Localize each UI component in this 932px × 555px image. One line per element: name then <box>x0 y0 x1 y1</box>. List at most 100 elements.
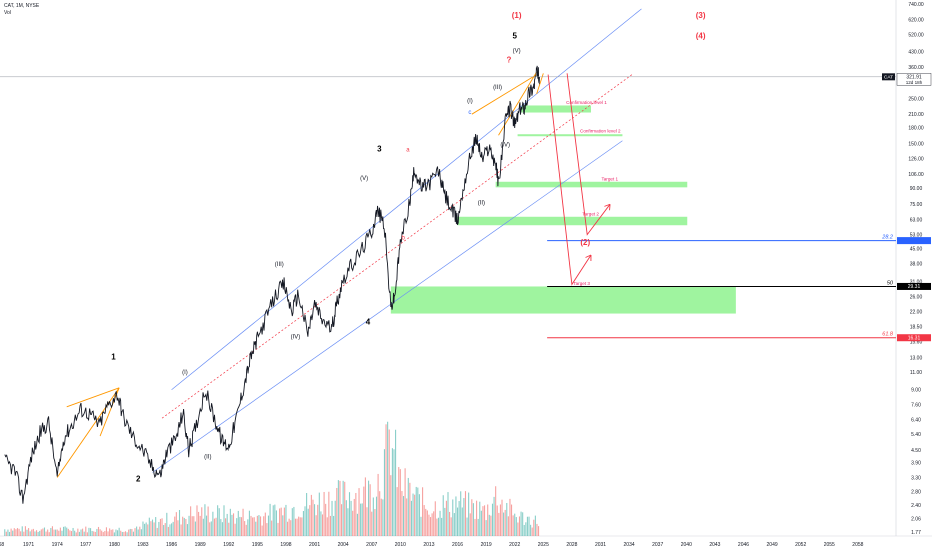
volume-bar <box>70 531 73 536</box>
volume-bar <box>7 529 9 536</box>
wave-label: (1) <box>512 11 522 20</box>
y-tick-label: 150.00 <box>908 141 924 147</box>
volume-bar <box>469 513 471 536</box>
volume-bar <box>191 516 193 536</box>
volume-bar <box>93 531 95 536</box>
wave-label: 5 <box>512 31 517 40</box>
volume-bar <box>39 530 41 536</box>
volume-bar <box>495 486 497 536</box>
volume-bar <box>129 528 131 536</box>
y-tick-label: 75.00 <box>910 202 923 208</box>
volume-bar <box>132 531 134 536</box>
y-tick-label: 15.60 <box>910 339 923 345</box>
volume-bar <box>503 512 505 536</box>
volume-bar <box>61 530 63 536</box>
volume-bar <box>526 516 528 536</box>
volume-bar <box>299 517 301 536</box>
wave-label: 4 <box>366 317 371 326</box>
volume-bar <box>202 518 204 536</box>
volume-bar <box>491 503 494 536</box>
volume-bar <box>347 508 349 536</box>
volume-bar <box>414 494 416 536</box>
volume-bar <box>312 499 314 536</box>
volume-bar <box>315 515 317 536</box>
y-tick-label: 106.00 <box>908 172 924 178</box>
volume-bar <box>385 424 387 536</box>
volume-bar <box>158 521 160 536</box>
volume-bar <box>449 511 451 536</box>
volume-bar <box>67 528 69 536</box>
volume-bar <box>280 507 282 536</box>
volume-bar <box>56 529 58 536</box>
volume-bar <box>117 530 119 536</box>
volume-bar <box>167 526 169 536</box>
volume-bar <box>321 514 324 536</box>
volume-bar <box>269 503 271 536</box>
wave-label: a <box>406 148 410 154</box>
volume-bar <box>175 512 177 536</box>
volume-bar <box>307 508 309 536</box>
volume-bar <box>412 493 414 536</box>
zone-label: Target 3 <box>573 281 590 286</box>
volume-bar <box>194 521 196 536</box>
x-tick-label: 2022 <box>509 542 520 548</box>
volume-bar <box>18 528 20 536</box>
volume-bar <box>43 527 46 536</box>
projection-arrowhead <box>585 254 592 261</box>
volume-bar <box>223 505 225 536</box>
volume-bar <box>496 505 498 536</box>
volume-bar <box>242 508 244 536</box>
volume-bar <box>275 510 277 536</box>
volume-bar <box>399 469 401 536</box>
volume-bar <box>45 531 47 536</box>
volume-bar <box>236 518 238 536</box>
volume-bar <box>193 516 195 536</box>
volume-bar <box>271 520 273 536</box>
volume-bar <box>426 510 428 536</box>
volume-bar <box>101 530 103 536</box>
volume-bar <box>163 525 165 536</box>
volume-bar <box>286 521 289 536</box>
volume-bar <box>53 529 55 536</box>
zone-label: Target 2 <box>582 211 599 216</box>
volume-bar <box>171 523 173 536</box>
volume-bar <box>24 526 26 536</box>
x-tick-label: 2001 <box>309 542 320 548</box>
volume-bar <box>97 526 100 536</box>
price-tag <box>897 282 931 290</box>
volume-bar <box>464 491 467 536</box>
volume-bar <box>112 529 114 536</box>
volume-bar <box>255 521 257 536</box>
volume-bar <box>8 531 11 536</box>
volume-bar <box>402 496 405 536</box>
y-tick-label: 250.00 <box>908 97 924 103</box>
x-tick-label: 968 <box>0 542 4 548</box>
volume-bar <box>418 494 420 536</box>
volume-bar <box>323 491 325 536</box>
x-tick-label: 1995 <box>252 542 263 548</box>
volume-bar <box>368 480 370 536</box>
volume-bar <box>445 500 447 536</box>
volume-bar <box>26 529 28 536</box>
chart-header: CAT, 1M, NYSE Vol <box>4 3 39 17</box>
volume-bar <box>387 421 389 536</box>
volume-bar <box>404 468 406 536</box>
x-tick-label: 2019 <box>481 542 492 548</box>
volume-bar <box>248 510 250 536</box>
volume-bar <box>461 507 463 536</box>
volume-bar <box>482 506 484 536</box>
volume-bar <box>274 504 276 536</box>
volume-bar <box>134 528 136 536</box>
volume-bar <box>374 509 376 536</box>
volume-bar <box>153 522 155 536</box>
volume-bar <box>423 505 425 536</box>
volume-bar <box>131 529 133 536</box>
volume-bar <box>126 532 128 536</box>
volume-bar <box>5 531 7 536</box>
wave-label: ? <box>507 55 512 64</box>
volume-bar <box>15 529 17 536</box>
volume-bar <box>476 500 478 536</box>
volume-bar <box>264 512 266 536</box>
volume-bar <box>178 509 181 536</box>
